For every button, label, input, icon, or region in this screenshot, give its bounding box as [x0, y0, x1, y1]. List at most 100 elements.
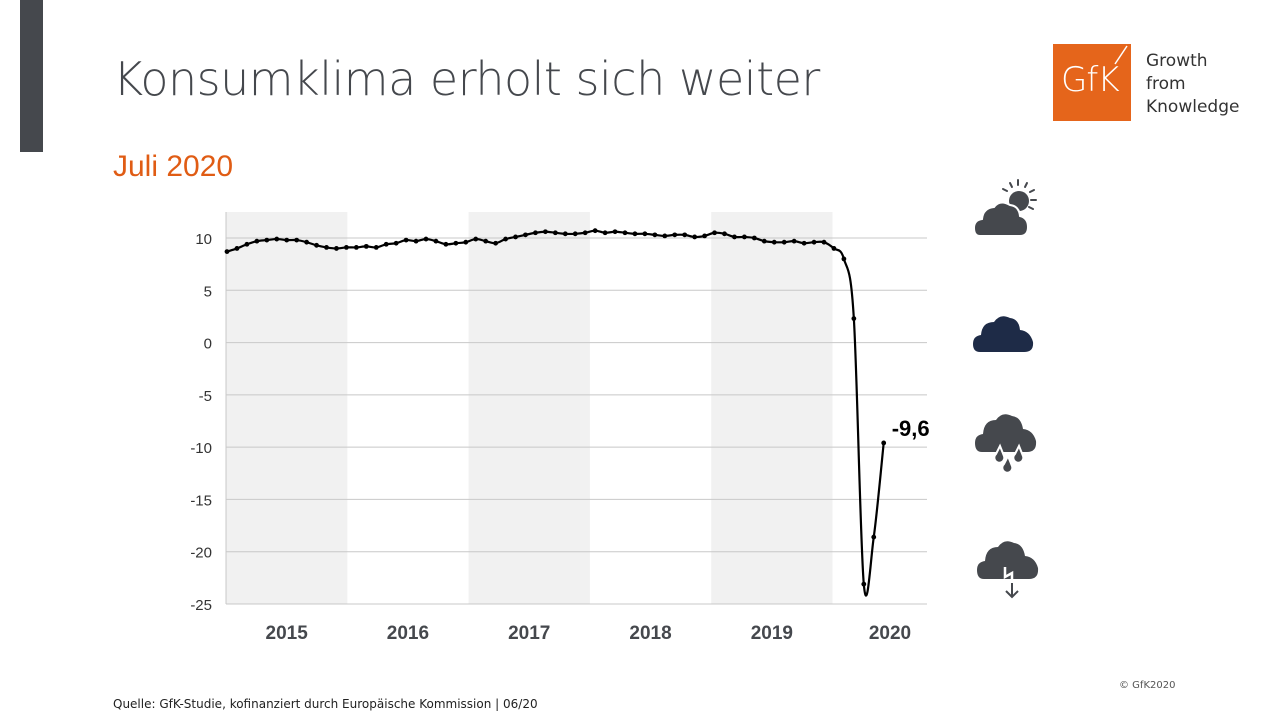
data-point [662, 233, 668, 239]
y-tick-label: 0 [204, 336, 212, 353]
data-point [831, 246, 837, 251]
year-band-2019 [711, 212, 833, 604]
data-point [523, 232, 528, 238]
data-point [871, 534, 877, 540]
data-point [344, 245, 349, 250]
source-note: Quelle: GfK-Studie, kofinanziert durch E… [113, 697, 538, 711]
data-point [851, 316, 857, 321]
y-tick-label: -5 [199, 388, 212, 405]
y-tick-label: -10 [190, 440, 212, 457]
data-point [314, 242, 319, 248]
data-point [602, 230, 608, 236]
data-point [751, 235, 757, 241]
data-point [473, 236, 479, 242]
y-tick-label: -15 [190, 492, 212, 509]
y-tick-label: -20 [190, 545, 212, 562]
x-year-label: 2020 [869, 623, 911, 644]
tagline-line: Growth [1146, 51, 1208, 71]
data-point [324, 245, 329, 250]
tagline-line: Knowledge [1146, 97, 1240, 117]
data-point [334, 246, 339, 251]
x-year-label: 2017 [508, 623, 550, 644]
data-point [453, 240, 459, 246]
tagline-line: from [1146, 74, 1186, 94]
data-point [304, 239, 309, 245]
data-point [712, 230, 717, 236]
data-point [234, 246, 240, 251]
y-tick-label: 10 [195, 231, 212, 248]
last-value-label: -9,6 [892, 416, 930, 441]
slide-title: Konsumklima erholt sich weiter [113, 52, 820, 106]
data-point [274, 236, 280, 242]
data-point [612, 229, 618, 235]
data-point [443, 241, 449, 247]
data-point [254, 238, 260, 244]
y-tick-label: -25 [190, 597, 212, 614]
data-point [353, 245, 359, 250]
slide-subtitle: Juli 2020 [113, 150, 234, 183]
data-point [224, 249, 230, 254]
data-point [821, 239, 827, 245]
data-point [284, 237, 290, 243]
sun-cloud-icon [972, 179, 1037, 237]
data-point [761, 238, 767, 244]
data-point [552, 230, 558, 236]
data-point [543, 229, 548, 235]
data-point [702, 233, 707, 239]
data-point [562, 231, 568, 237]
data-point [781, 239, 787, 245]
data-point [423, 236, 429, 242]
data-point [513, 234, 518, 240]
thunder-cloud-down-icon [977, 541, 1039, 599]
data-point [572, 231, 578, 237]
data-point [771, 239, 777, 245]
data-point [493, 240, 499, 246]
data-point [742, 234, 747, 240]
logo-mark: GfK [1061, 60, 1120, 100]
data-point [732, 234, 737, 240]
data-point [801, 240, 807, 246]
data-point [463, 239, 469, 245]
data-point [533, 230, 538, 236]
data-point [433, 238, 439, 244]
data-point [393, 240, 399, 246]
data-point [811, 239, 817, 245]
logo-slash-icon [1114, 45, 1128, 65]
cloud-icon [973, 316, 1034, 352]
data-point [592, 228, 598, 234]
data-point [841, 256, 847, 262]
data-point [483, 238, 489, 244]
data-point [682, 232, 688, 238]
data-point [642, 231, 648, 237]
x-year-label: 2018 [629, 623, 671, 644]
data-point [861, 581, 867, 587]
data-point [294, 237, 300, 243]
data-point [692, 234, 698, 240]
data-point [632, 231, 638, 237]
data-point [881, 440, 887, 446]
data-point [672, 232, 678, 238]
data-point [373, 245, 379, 250]
data-point [622, 230, 628, 236]
x-year-label: 2016 [387, 623, 429, 644]
copyright: © GfK2020 [1119, 680, 1176, 691]
data-point [722, 231, 727, 237]
data-point [413, 238, 419, 244]
data-point [652, 232, 658, 238]
year-band-2017 [468, 212, 590, 604]
data-point [582, 230, 588, 236]
accent-bar [20, 0, 43, 152]
data-point [363, 243, 369, 249]
x-year-label: 2019 [751, 623, 793, 644]
data-point [244, 241, 250, 247]
logo-tagline: Growth from Knowledge [1146, 50, 1239, 119]
data-point [403, 237, 409, 243]
rain-cloud-icon [975, 414, 1037, 474]
year-band-2015 [226, 212, 348, 604]
x-year-label: 2015 [266, 623, 309, 644]
gfk-logo: GfK [1053, 44, 1131, 121]
y-tick-label: 5 [204, 283, 212, 300]
data-point [383, 241, 389, 247]
data-point [791, 238, 797, 244]
